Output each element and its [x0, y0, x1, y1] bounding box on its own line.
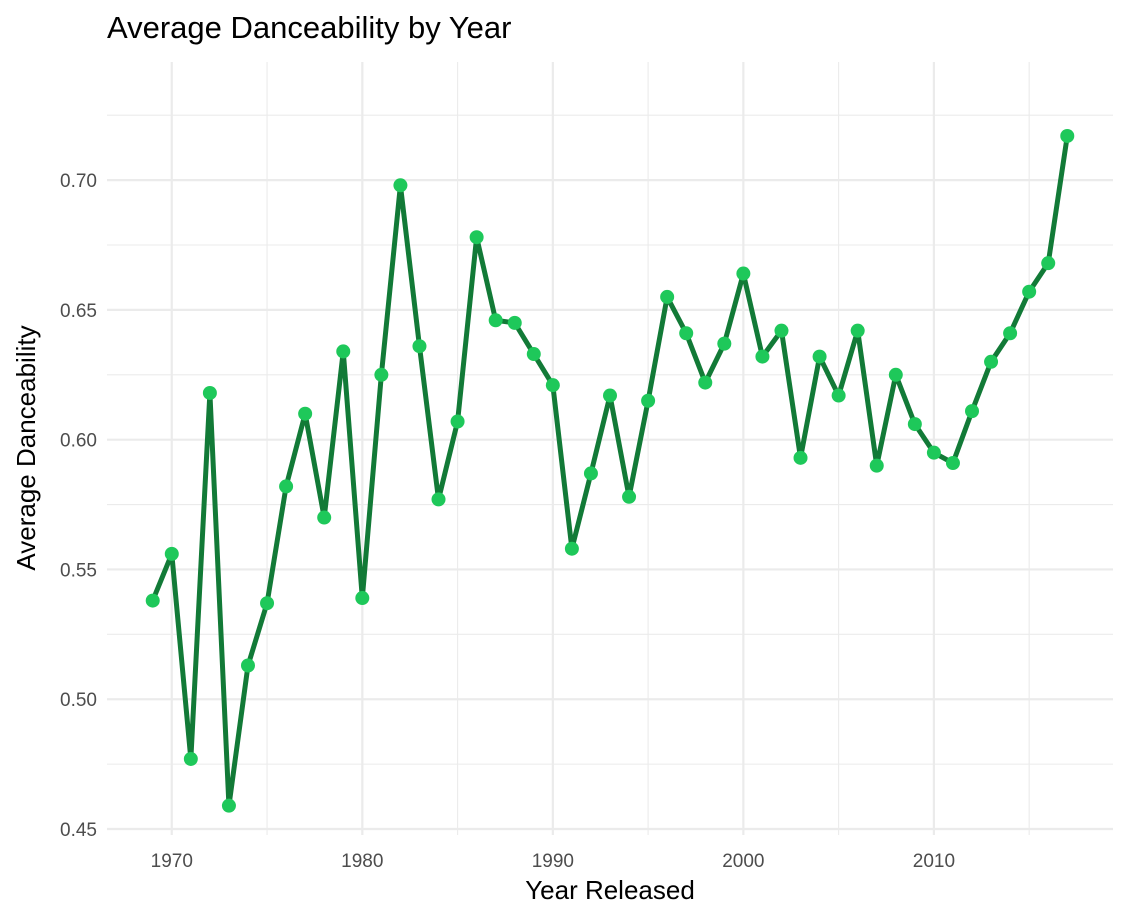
- data-point: [907, 417, 922, 432]
- data-point: [698, 375, 713, 390]
- data-point: [298, 406, 313, 421]
- data-point: [145, 593, 160, 608]
- data-point: [888, 367, 903, 382]
- data-point: [755, 349, 770, 364]
- series-line: [150, 133, 1070, 809]
- data-point: [1003, 326, 1018, 341]
- data-point: [488, 313, 503, 328]
- y-tick-label: 0.45: [60, 820, 97, 841]
- data-point: [793, 450, 808, 465]
- data-point: [965, 404, 980, 419]
- data-point: [202, 385, 217, 400]
- data-point: [641, 393, 656, 408]
- data-point: [583, 466, 598, 481]
- data-point: [736, 266, 751, 281]
- major-gridlines: [107, 62, 1113, 835]
- y-tick-label: 0.55: [60, 560, 97, 581]
- y-tick-label: 0.50: [60, 690, 97, 711]
- data-point: [317, 510, 332, 525]
- data-point: [164, 546, 179, 561]
- data-point: [279, 479, 294, 494]
- data-point: [507, 315, 522, 330]
- data-point: [717, 336, 732, 351]
- x-axis-tick-labels: 1970 1980 1990 2000 2010: [151, 851, 955, 872]
- y-tick-label: 0.65: [60, 301, 97, 322]
- data-point: [869, 458, 884, 473]
- data-point: [603, 388, 617, 403]
- data-point: [355, 591, 370, 606]
- data-point: [412, 339, 427, 354]
- x-tick-label: 1980: [341, 851, 383, 872]
- data-point: [812, 349, 827, 364]
- x-tick-label: 1990: [532, 851, 574, 872]
- y-axis-tick-labels: 0.45 0.50 0.55 0.60 0.65 0.70: [60, 171, 97, 841]
- data-point: [774, 323, 789, 338]
- data-point: [850, 323, 865, 338]
- data-point: [374, 367, 389, 382]
- data-point: [183, 751, 198, 766]
- data-point: [240, 658, 255, 673]
- y-axis-title: Average Danceability: [11, 325, 41, 570]
- data-point: [221, 798, 236, 813]
- data-point: [926, 445, 941, 460]
- x-axis-title: Year Released: [525, 875, 695, 905]
- data-point: [393, 178, 408, 193]
- y-tick-label: 0.60: [60, 431, 97, 452]
- data-point: [526, 347, 541, 362]
- data-point: [831, 388, 846, 403]
- data-point: [622, 489, 637, 504]
- series-line-group: [150, 133, 1070, 809]
- data-point: [260, 596, 275, 611]
- data-point: [945, 456, 960, 471]
- data-point: [984, 354, 999, 369]
- data-point: [564, 541, 579, 556]
- data-points: [145, 128, 1075, 813]
- data-point: [469, 230, 484, 245]
- data-point: [336, 344, 351, 359]
- data-point: [431, 492, 446, 507]
- data-point: [1041, 256, 1056, 271]
- data-point: [545, 378, 560, 393]
- data-point: [1060, 128, 1075, 143]
- x-tick-label: 2000: [722, 851, 764, 872]
- y-tick-label: 0.70: [60, 171, 97, 192]
- data-point: [660, 289, 675, 304]
- data-point: [1022, 284, 1037, 299]
- x-tick-label: 2010: [913, 851, 955, 872]
- chart-title: Average Danceability by Year: [107, 10, 511, 45]
- data-point: [450, 414, 465, 429]
- minor-gridlines: [107, 62, 1113, 835]
- data-point: [679, 326, 694, 341]
- x-tick-label: 1970: [151, 851, 193, 872]
